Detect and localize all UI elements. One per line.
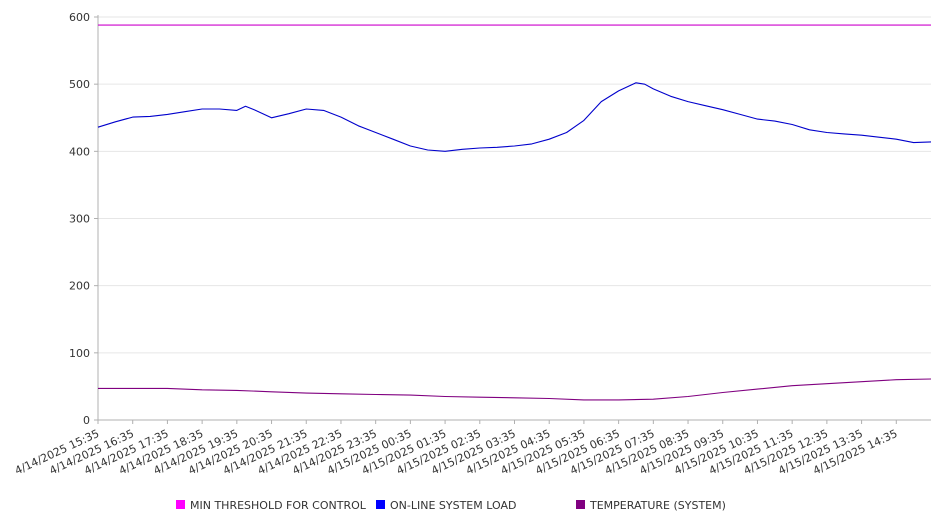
series-line-on-line-system-load	[97, 82, 932, 152]
y-tick-label: 200	[69, 280, 90, 293]
legend-swatch	[576, 500, 585, 509]
legend-item: TEMPERATURE (SYSTEM)	[576, 499, 726, 512]
legend-item: MIN THRESHOLD FOR CONTROL	[176, 499, 367, 512]
y-tick-labels: 0 100 200 300 400 500 600	[69, 11, 90, 427]
legend-swatch	[376, 500, 385, 509]
legend-swatch	[176, 500, 185, 509]
legend-label: MIN THRESHOLD FOR CONTROL	[190, 499, 367, 512]
series-group	[97, 24, 932, 401]
series-line-temperature-system	[98, 378, 932, 401]
legend: MIN THRESHOLD FOR CONTROL ON-LINE SYSTEM …	[176, 499, 726, 512]
y-tick-label: 500	[69, 78, 90, 91]
gridlines	[98, 16, 931, 354]
y-tick-label: 400	[69, 145, 90, 158]
legend-item: ON-LINE SYSTEM LOAD	[376, 499, 516, 512]
y-tick-label: 0	[83, 414, 90, 427]
y-tick-label: 100	[69, 347, 90, 360]
axes	[94, 15, 931, 424]
legend-label: TEMPERATURE (SYSTEM)	[589, 499, 726, 512]
legend-label: ON-LINE SYSTEM LOAD	[390, 499, 516, 512]
x-tick-labels: 4/14/2025 15:354/14/2025 16:354/14/2025 …	[13, 427, 900, 477]
y-tick-label: 600	[69, 11, 90, 24]
y-tick-label: 300	[69, 213, 90, 226]
